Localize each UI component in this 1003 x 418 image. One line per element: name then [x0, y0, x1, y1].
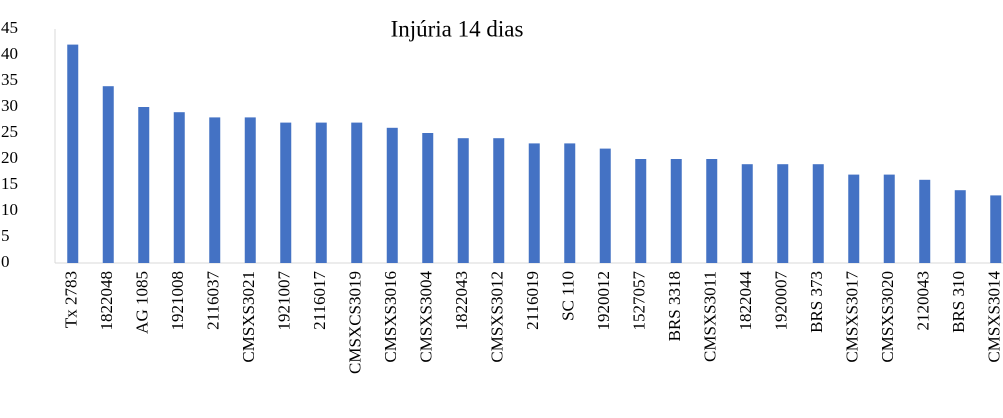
- y-tick-label: 10: [1, 200, 18, 219]
- bar: [351, 122, 363, 263]
- bar: [528, 143, 540, 263]
- bar: [386, 127, 398, 263]
- x-tick-label: 1822043: [452, 271, 471, 331]
- x-tick-label: SC 110: [559, 271, 578, 321]
- x-tick-label: AG 1085: [133, 271, 152, 334]
- chart-title: Injúria 14 dias: [391, 16, 524, 41]
- bar: [564, 143, 576, 263]
- x-tick-label: 1920012: [594, 271, 613, 331]
- x-tick-label: CMSXS3021: [239, 271, 258, 363]
- bar: [954, 190, 966, 263]
- x-tick-label: CMSXS3011: [701, 271, 720, 362]
- y-tick-label: 25: [1, 122, 18, 141]
- x-tick-label: 1822048: [97, 271, 116, 331]
- y-tick-label: 35: [1, 70, 18, 89]
- x-tick-label: 2116019: [523, 271, 542, 330]
- x-tick-label: 1921007: [275, 271, 294, 331]
- y-tick-label: 5: [1, 226, 10, 245]
- x-tick-label: CMSXS3014: [985, 271, 1003, 363]
- bar: [173, 112, 185, 263]
- bar: [280, 122, 292, 263]
- x-tick-label: 1920007: [772, 271, 791, 331]
- bar: [457, 138, 469, 263]
- bar: [244, 117, 256, 264]
- bar: [812, 164, 824, 263]
- bar: [741, 164, 753, 263]
- x-tick-label: 1921008: [168, 271, 187, 331]
- x-tick-label: 1822044: [736, 271, 755, 331]
- x-tick-label: BRS 373: [807, 271, 826, 333]
- bar: [919, 179, 931, 263]
- y-tick-label: 40: [1, 44, 18, 63]
- x-tick-label: BRS 3318: [665, 271, 684, 341]
- x-tick-label: CMSXS3012: [488, 271, 507, 363]
- x-tick-label: Tx 2783: [62, 271, 81, 328]
- bar: [493, 138, 505, 263]
- x-tick-label: CMSXS3016: [381, 271, 400, 363]
- x-tick-label: CMSXS3017: [843, 271, 862, 363]
- bar: [209, 117, 221, 264]
- bar: [422, 133, 434, 263]
- y-tick-label: 45: [1, 18, 18, 37]
- y-tick-label: 30: [1, 96, 18, 115]
- y-tick-label: 20: [1, 148, 18, 167]
- bar: [848, 174, 860, 263]
- bar: [635, 159, 647, 263]
- bar: [777, 164, 789, 263]
- x-tick-label: CMSXS3004: [417, 271, 436, 363]
- x-tick-label: BRS 310: [949, 271, 968, 333]
- bar: [883, 174, 895, 263]
- x-tick-label: CMSXS3020: [878, 271, 897, 363]
- y-tick-label: 15: [1, 174, 18, 193]
- bar: [102, 86, 114, 263]
- x-tick-label: 1527057: [630, 271, 649, 331]
- bar: [315, 122, 327, 263]
- x-tick-label: 2116017: [310, 271, 329, 330]
- y-tick-label: 0: [1, 252, 10, 271]
- bar: [706, 159, 718, 263]
- x-tick-label: CMSXCS3019: [346, 271, 365, 374]
- bar: [138, 107, 150, 263]
- x-tick-label: 2120043: [914, 271, 933, 331]
- bar: [599, 148, 611, 263]
- x-tick-label: 2116037: [204, 271, 223, 330]
- bar: [670, 159, 682, 263]
- bar: [67, 44, 79, 263]
- bar: [990, 195, 1002, 263]
